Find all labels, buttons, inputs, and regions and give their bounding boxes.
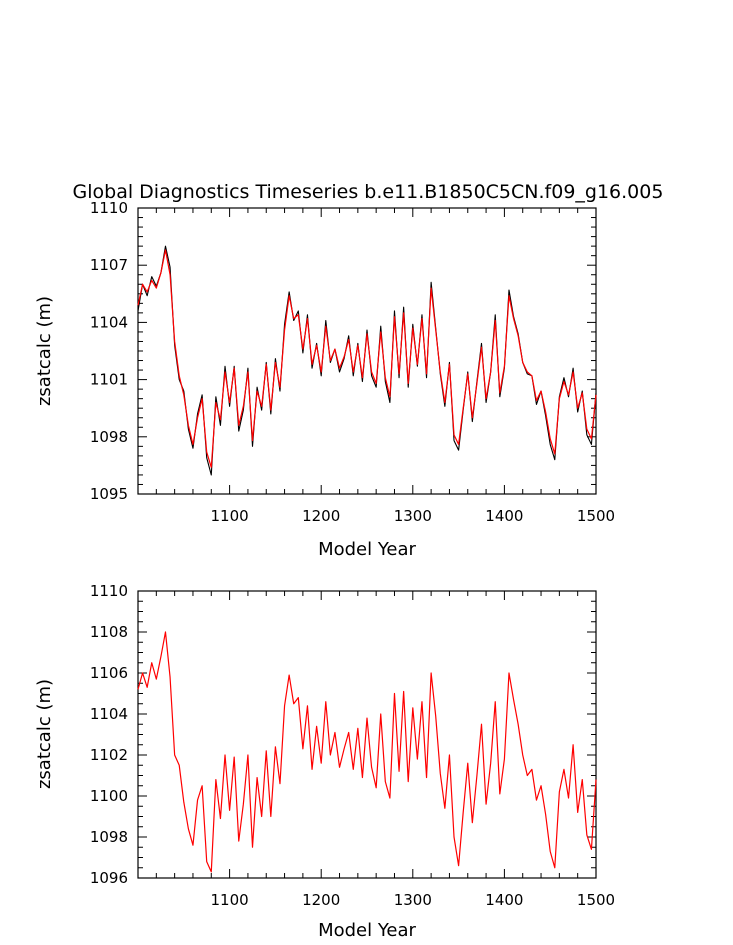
x-tick-label: 1200 bbox=[302, 891, 340, 909]
top-tick-labels: 1095 1098 1101 1104 1107 1110 1100 1200 1300 1400… bbox=[90, 199, 615, 525]
x-tick-label: 1200 bbox=[302, 507, 340, 525]
y-tick-label: 1107 bbox=[90, 256, 128, 274]
bottom-y-axis-title: zsatcalc (m) bbox=[34, 679, 55, 789]
y-tick-label: 1104 bbox=[90, 313, 128, 331]
y-tick-label: 1106 bbox=[90, 664, 128, 682]
x-tick-label: 1500 bbox=[577, 507, 615, 525]
top-y-axis-title: zsatcalc (m) bbox=[34, 296, 55, 406]
x-tick-label: 1400 bbox=[485, 507, 523, 525]
x-tick-label: 1100 bbox=[211, 507, 249, 525]
bottom-panel: 1096 1098 1100 1102 1104 1106 1108 1110 1100 1200… bbox=[34, 582, 615, 941]
y-tick-label: 1108 bbox=[90, 623, 128, 641]
y-tick-label: 1096 bbox=[90, 869, 128, 887]
x-tick-label: 1100 bbox=[211, 891, 249, 909]
top-chart-title: Global Diagnostics Timeseries b.e11.B185… bbox=[73, 181, 664, 203]
top-series-smoothed-line bbox=[137, 249, 597, 468]
x-tick-label: 1300 bbox=[394, 891, 432, 909]
y-tick-label: 1110 bbox=[90, 582, 128, 600]
x-tick-label: 1300 bbox=[394, 507, 432, 525]
bottom-plot-frame bbox=[137, 590, 597, 879]
top-tick-marks bbox=[137, 207, 597, 495]
y-tick-label: 1110 bbox=[90, 199, 128, 217]
bottom-tick-labels: 1096 1098 1100 1102 1104 1106 1108 1110 1100 1200… bbox=[90, 582, 615, 909]
bottom-series-smoothed-line bbox=[137, 631, 597, 873]
top-series-annual-line bbox=[137, 245, 597, 476]
y-tick-label: 1102 bbox=[90, 746, 128, 764]
bottom-x-axis-title: Model Year bbox=[318, 920, 416, 941]
top-series-layer bbox=[137, 245, 597, 476]
y-tick-label: 1098 bbox=[90, 828, 128, 846]
y-tick-label: 1104 bbox=[90, 705, 128, 723]
y-tick-label: 1100 bbox=[90, 787, 128, 805]
y-tick-label: 1095 bbox=[90, 485, 128, 503]
y-tick-label: 1098 bbox=[90, 428, 128, 446]
x-tick-label: 1400 bbox=[485, 891, 523, 909]
top-x-axis-title: Model Year bbox=[318, 539, 416, 560]
y-tick-label: 1101 bbox=[90, 371, 128, 389]
top-panel: Global Diagnostics Timeseries b.e11.B185… bbox=[34, 181, 663, 560]
x-tick-label: 1500 bbox=[577, 891, 615, 909]
bottom-tick-marks bbox=[137, 590, 597, 879]
bottom-series-layer bbox=[137, 631, 597, 873]
